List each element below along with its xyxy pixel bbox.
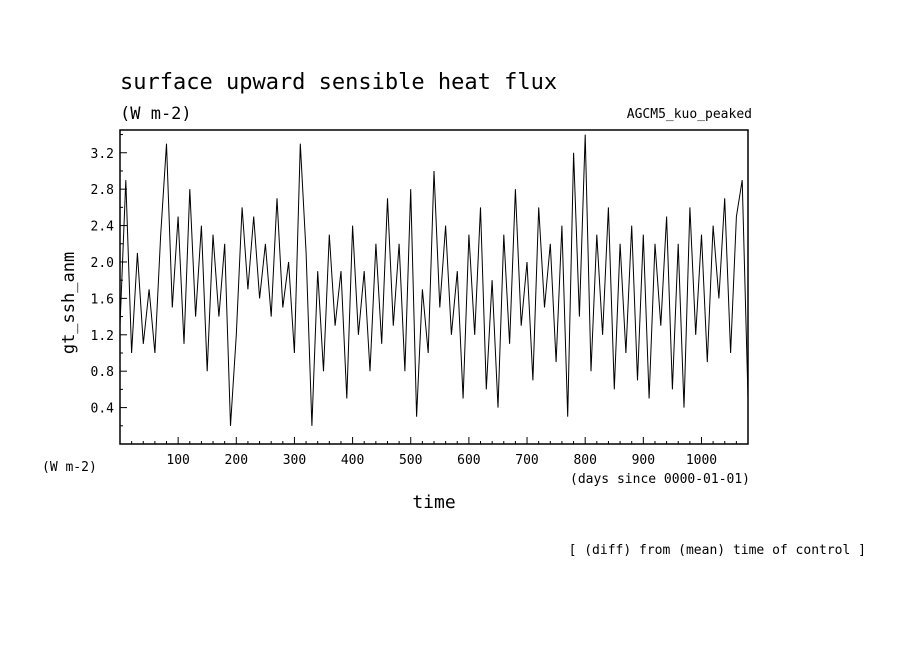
x-tick-label: 200 bbox=[225, 453, 248, 468]
y-axis-ticks: 0.4 0.8 1.2 1.6 2.0 2.4 2.8 3.2 bbox=[91, 134, 127, 427]
x-tick-label: 300 bbox=[283, 453, 306, 468]
y-tick-label: 1.2 bbox=[91, 329, 114, 344]
y-tick-label: 2.8 bbox=[91, 183, 114, 198]
series-layer bbox=[119, 134, 749, 426]
x-tick-label: 600 bbox=[457, 453, 480, 468]
y-axis-label: gt_ssh_anm bbox=[59, 252, 79, 354]
y-units-label: (W m-2) bbox=[42, 460, 97, 475]
x-tick-label: 500 bbox=[399, 453, 422, 468]
x-tick-label: 700 bbox=[515, 453, 538, 468]
x-axis-label: time bbox=[412, 492, 455, 513]
y-tick-label: 0.4 bbox=[91, 402, 115, 417]
series-line bbox=[119, 134, 749, 426]
x-tick-label: 100 bbox=[166, 453, 189, 468]
chart-title: surface upward sensible heat flux bbox=[120, 70, 557, 95]
y-tick-label: 3.2 bbox=[91, 147, 114, 162]
y-tick-label: 1.6 bbox=[91, 292, 114, 307]
footnote: [ (diff) from (mean) time of control ] bbox=[569, 543, 866, 558]
y-tick-label: 0.8 bbox=[91, 365, 114, 380]
x-axis-ticks: 100 200 300 400 500 600 700 800 900 1000 bbox=[131, 437, 737, 468]
x-tick-label: 1000 bbox=[686, 453, 717, 468]
x-tick-label: 800 bbox=[573, 453, 596, 468]
x-tick-label: 400 bbox=[341, 453, 364, 468]
title-units: (W m-2) bbox=[120, 104, 192, 124]
experiment-label: AGCM5_kuo_peaked bbox=[627, 107, 752, 122]
x-tick-label: 900 bbox=[632, 453, 655, 468]
y-tick-label: 2.4 bbox=[91, 220, 115, 235]
y-tick-label: 2.0 bbox=[91, 256, 114, 271]
x-units-label: (days since 0000-01-01) bbox=[570, 472, 750, 487]
